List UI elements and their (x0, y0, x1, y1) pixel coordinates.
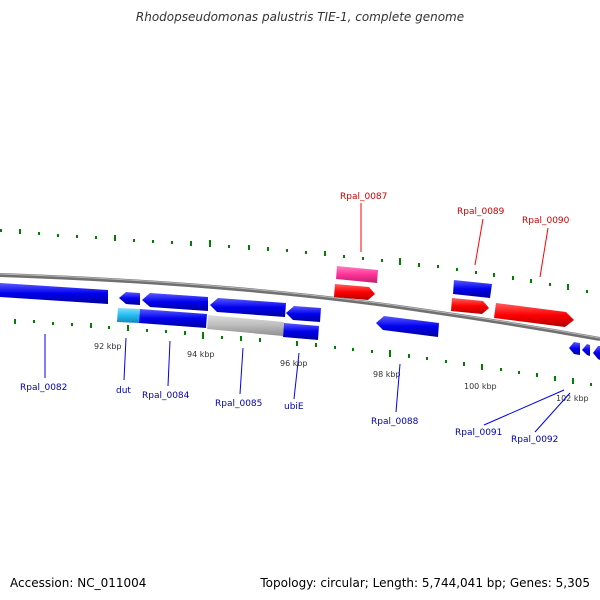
gene-ubie[interactable] (283, 323, 319, 340)
tick-94kbp: 94 kbp (187, 350, 215, 359)
genome-backbone (0, 273, 600, 341)
forward-genes (334, 266, 574, 327)
gene-ubie-a[interactable] (286, 306, 321, 322)
label-rpal-0082[interactable]: Rpal_0082 (20, 383, 67, 393)
topology-text: Topology: circular; Length: 5,744,041 bp… (260, 576, 590, 590)
tick-98kbp: 98 kbp (373, 370, 401, 379)
gene-rpal-0085[interactable] (207, 315, 284, 336)
label-rpal-0092[interactable]: Rpal_0092 (511, 435, 558, 445)
label-rpal-0089[interactable]: Rpal_0089 (457, 207, 505, 217)
map-title: Rhodopseudomonas palustris TIE-1, comple… (135, 10, 465, 24)
gene-rpal-0085a[interactable] (210, 298, 286, 317)
tick-102kbp: 102 kbp (556, 394, 589, 403)
gene-rpal-0090[interactable] (494, 303, 574, 327)
gc-marks-lower (14, 319, 592, 386)
gene-rpal-0082[interactable] (0, 283, 108, 304)
gene-next[interactable] (593, 346, 600, 360)
label-rpal-0090[interactable]: Rpal_0090 (522, 216, 570, 226)
reverse-genes (0, 283, 600, 360)
label-ubie[interactable]: ubiE (284, 402, 304, 412)
gene-rpal-0092[interactable] (582, 344, 590, 356)
label-rpal-0091[interactable]: Rpal_0091 (455, 428, 502, 438)
leader-lines (44, 203, 571, 433)
label-dut[interactable]: dut (116, 386, 131, 396)
gene-rpal-0087[interactable] (336, 266, 378, 283)
gene-rpal-0089[interactable] (453, 280, 492, 298)
label-rpal-0084[interactable]: Rpal_0084 (142, 391, 190, 401)
scale-ticks: 92 kbp 94 kbp 96 kbp 98 kbp 100 kbp 102 … (94, 342, 589, 403)
tick-100kbp: 100 kbp (464, 382, 497, 391)
tick-92kbp: 92 kbp (94, 342, 122, 351)
label-rpal-0087[interactable]: Rpal_0087 (340, 192, 387, 202)
gene-rpal-0084[interactable] (139, 309, 207, 328)
gene-rpal-0089b[interactable] (451, 298, 489, 314)
gene-rpal-0087b[interactable] (334, 284, 375, 300)
label-rpal-0085[interactable]: Rpal_0085 (215, 399, 262, 409)
gene-rpal-0088[interactable] (376, 316, 439, 337)
label-rpal-0088[interactable]: Rpal_0088 (371, 417, 419, 427)
gene-dut-small[interactable] (119, 292, 140, 305)
gc-marks-upper (0, 229, 588, 293)
gene-rpal-0091[interactable] (569, 342, 580, 355)
gene-labels: Rpal_0087 Rpal_0089 Rpal_0090 Rpal_0082 … (20, 192, 570, 445)
tick-96kbp: 96 kbp (280, 359, 308, 368)
gene-rpal-0084a[interactable] (142, 293, 208, 311)
accession-text: Accession: NC_011004 (10, 576, 147, 590)
gene-dut[interactable] (117, 308, 140, 323)
